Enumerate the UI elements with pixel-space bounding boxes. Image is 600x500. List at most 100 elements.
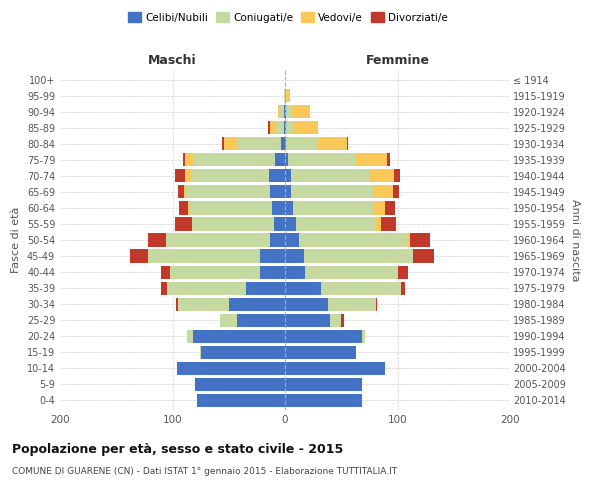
Bar bbox=[161, 282, 167, 294]
Bar bbox=[285, 186, 290, 198]
Bar bbox=[413, 250, 433, 262]
Bar bbox=[130, 250, 148, 262]
Bar bbox=[280, 105, 284, 118]
Bar bbox=[285, 298, 328, 310]
Bar bbox=[269, 170, 285, 182]
Bar bbox=[245, 282, 285, 294]
Bar bbox=[285, 266, 305, 278]
Bar bbox=[305, 266, 398, 278]
Bar bbox=[170, 266, 260, 278]
Bar bbox=[185, 153, 194, 166]
Bar bbox=[274, 218, 285, 230]
Y-axis label: Anni di nascita: Anni di nascita bbox=[569, 198, 580, 281]
Bar bbox=[285, 137, 286, 150]
Bar bbox=[296, 218, 375, 230]
Bar bbox=[385, 202, 395, 214]
Bar bbox=[271, 234, 285, 246]
Bar bbox=[178, 298, 229, 310]
Bar bbox=[186, 186, 271, 198]
Bar bbox=[407, 234, 410, 246]
Bar bbox=[166, 234, 271, 246]
Bar bbox=[398, 266, 407, 278]
Bar bbox=[191, 218, 274, 230]
Bar bbox=[285, 170, 290, 182]
Bar bbox=[285, 250, 304, 262]
Bar bbox=[222, 137, 224, 150]
Bar bbox=[290, 170, 370, 182]
Bar bbox=[285, 362, 385, 375]
Bar bbox=[284, 121, 285, 134]
Bar bbox=[285, 153, 289, 166]
Bar bbox=[199, 346, 200, 359]
Bar bbox=[281, 137, 285, 150]
Bar bbox=[393, 186, 398, 198]
Bar bbox=[224, 137, 238, 150]
Bar bbox=[285, 346, 356, 359]
Bar bbox=[148, 234, 166, 246]
Bar bbox=[321, 282, 401, 294]
Bar bbox=[195, 378, 285, 391]
Bar bbox=[175, 170, 185, 182]
Bar bbox=[317, 137, 347, 150]
Bar bbox=[286, 137, 317, 150]
Bar bbox=[285, 282, 321, 294]
Bar bbox=[293, 121, 317, 134]
Bar bbox=[175, 218, 191, 230]
Bar bbox=[182, 153, 185, 166]
Bar bbox=[200, 346, 285, 359]
Bar bbox=[191, 170, 269, 182]
Bar bbox=[220, 314, 236, 327]
Bar bbox=[341, 314, 343, 327]
Bar bbox=[347, 137, 348, 150]
Bar bbox=[179, 202, 188, 214]
Bar bbox=[187, 330, 193, 343]
Bar bbox=[197, 394, 285, 407]
Bar bbox=[380, 218, 397, 230]
Bar bbox=[285, 234, 299, 246]
Bar bbox=[286, 105, 292, 118]
Bar bbox=[330, 314, 341, 327]
Bar bbox=[299, 234, 407, 246]
Bar bbox=[394, 170, 400, 182]
Bar bbox=[193, 330, 285, 343]
Bar bbox=[275, 153, 285, 166]
Bar bbox=[286, 121, 293, 134]
Bar bbox=[271, 202, 285, 214]
Bar bbox=[328, 298, 376, 310]
Bar bbox=[176, 298, 178, 310]
Bar bbox=[388, 153, 389, 166]
Bar bbox=[177, 362, 285, 375]
Bar bbox=[370, 170, 394, 182]
Bar bbox=[260, 250, 285, 262]
Bar bbox=[167, 282, 245, 294]
Bar bbox=[285, 218, 296, 230]
Bar bbox=[236, 314, 285, 327]
Bar bbox=[285, 202, 293, 214]
Bar bbox=[271, 121, 275, 134]
Bar bbox=[361, 330, 365, 343]
Bar bbox=[185, 170, 191, 182]
Bar bbox=[285, 394, 361, 407]
Bar bbox=[285, 121, 286, 134]
Bar bbox=[190, 202, 271, 214]
Bar bbox=[194, 153, 275, 166]
Bar bbox=[285, 89, 286, 102]
Bar bbox=[148, 250, 260, 262]
Bar bbox=[285, 378, 361, 391]
Bar bbox=[373, 186, 393, 198]
Bar bbox=[238, 137, 281, 150]
Bar bbox=[376, 298, 377, 310]
Bar bbox=[260, 266, 285, 278]
Bar bbox=[188, 202, 190, 214]
Bar bbox=[356, 153, 388, 166]
Bar bbox=[285, 105, 286, 118]
Bar bbox=[290, 186, 373, 198]
Bar bbox=[268, 121, 271, 134]
Text: COMUNE DI GUARENE (CN) - Dati ISTAT 1° gennaio 2015 - Elaborazione TUTTITALIA.IT: COMUNE DI GUARENE (CN) - Dati ISTAT 1° g… bbox=[12, 468, 397, 476]
Bar bbox=[275, 121, 284, 134]
Bar bbox=[375, 218, 380, 230]
Bar bbox=[284, 105, 285, 118]
Bar bbox=[278, 105, 280, 118]
Bar bbox=[271, 186, 285, 198]
Bar bbox=[184, 186, 186, 198]
